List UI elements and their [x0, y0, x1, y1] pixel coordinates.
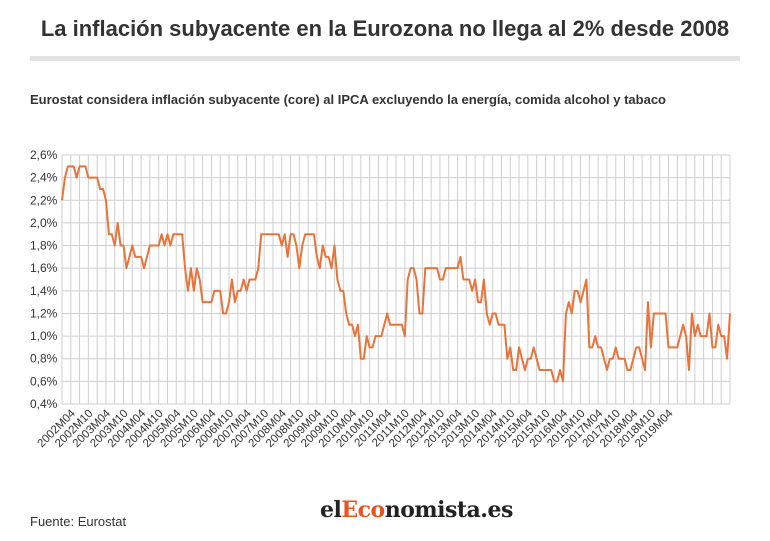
source-note: Fuente: Eurostat: [30, 514, 127, 529]
y-tick-label: 1,2%: [30, 306, 58, 320]
series-line: [61, 165, 731, 383]
y-tick-label: 2,4%: [30, 171, 58, 185]
chart-subtitle: Eurostat considera inflación subyacente …: [30, 92, 666, 107]
y-tick-label: 2,6%: [30, 148, 58, 162]
x-axis-ticks: 2002M042002M102003M042003M102004M042004M…: [36, 407, 677, 450]
logo-middle: Eco: [341, 497, 385, 523]
y-tick-label: 1,6%: [30, 261, 58, 275]
y-tick-label: 1,4%: [30, 284, 58, 298]
title-divider: [30, 56, 740, 61]
y-tick-label: 2,0%: [30, 216, 58, 230]
series-layer: [61, 165, 731, 383]
grid: [61, 154, 731, 405]
y-tick-label: 1,0%: [30, 329, 58, 343]
y-tick-label: 0,8%: [30, 352, 58, 366]
y-tick-label: 1,8%: [30, 239, 58, 253]
y-tick-label: 0,4%: [30, 397, 58, 411]
y-tick-label: 0,6%: [30, 374, 58, 388]
logo-suffix: nomista.es: [384, 497, 514, 523]
logo-prefix: el: [320, 497, 342, 523]
chart-title: La inflación subyacente en la Eurozona n…: [40, 16, 730, 41]
y-tick-label: 2,2%: [30, 193, 58, 207]
publisher-logo[interactable]: elEconomista.es: [320, 497, 513, 523]
y-axis-ticks: 0,4% 0,6% 0,8% 1,0% 1,2% 1,4% 1,6% 1,8% 2,0% 2,2%…: [30, 148, 58, 411]
